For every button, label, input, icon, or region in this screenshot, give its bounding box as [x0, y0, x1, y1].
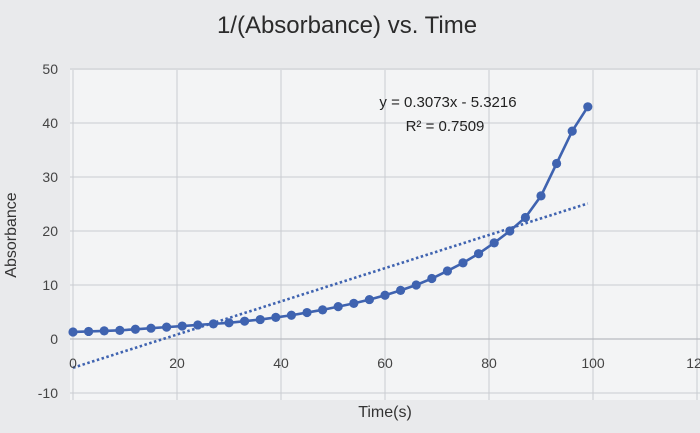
data-point [427, 273, 437, 284]
data-point [583, 102, 593, 112]
x-axis-label: Time(s) [358, 404, 412, 421]
data-point [333, 302, 343, 312]
data-point [130, 324, 140, 334]
y-tick-label: -10 [38, 385, 58, 401]
y-tick-label: 20 [42, 223, 58, 239]
chart-title: 1/(Absorbance) vs. Time [217, 12, 477, 39]
data-point [84, 326, 94, 337]
trendline-equation: y = 0.3073x - 5.3216 [379, 94, 516, 111]
data-point [567, 126, 577, 136]
data-point [458, 258, 468, 268]
series-line [72, 106, 589, 334]
trendline-layer [72, 202, 589, 369]
data-point [302, 307, 312, 318]
series-layer [68, 102, 593, 337]
data-point [193, 320, 203, 330]
data-point [68, 327, 78, 337]
x-tick-label: 0 [69, 355, 77, 371]
data-point [349, 298, 359, 308]
data-point [255, 314, 265, 325]
data-point [115, 325, 125, 335]
x-tick-label: 12 [686, 355, 700, 371]
data-point [364, 294, 374, 305]
data-point [396, 285, 406, 295]
x-tick-label: 40 [273, 355, 289, 371]
data-point [411, 280, 421, 290]
data-point [505, 226, 515, 236]
data-point [552, 158, 562, 169]
y-axis-label: Absorbance [3, 192, 20, 277]
y-tick-label: 0 [50, 331, 58, 347]
data-point [474, 249, 484, 259]
data-point [286, 310, 296, 320]
data-point [318, 305, 328, 315]
y-tick-label: 30 [42, 169, 58, 185]
data-point [489, 238, 499, 248]
data-point [224, 318, 234, 328]
linear-trendline [72, 202, 589, 369]
data-point [162, 322, 172, 332]
data-point [240, 316, 250, 326]
data-point [177, 321, 187, 331]
data-point [380, 290, 390, 300]
data-point [442, 266, 452, 276]
trendline-r-squared: R² = 0.7509 [406, 118, 485, 135]
data-point [520, 212, 531, 223]
y-tick-label: 40 [42, 115, 58, 131]
data-point [146, 323, 156, 333]
data-point [536, 191, 546, 201]
x-tick-label: 20 [169, 355, 185, 371]
y-tick-label: 50 [42, 61, 58, 77]
x-tick-label: 80 [481, 355, 497, 371]
x-tick-label: 100 [581, 355, 605, 371]
data-point [271, 312, 281, 322]
x-tick-label: 60 [377, 355, 393, 371]
y-tick-label: 10 [42, 277, 58, 293]
data-point [99, 326, 109, 336]
data-point [208, 319, 218, 329]
